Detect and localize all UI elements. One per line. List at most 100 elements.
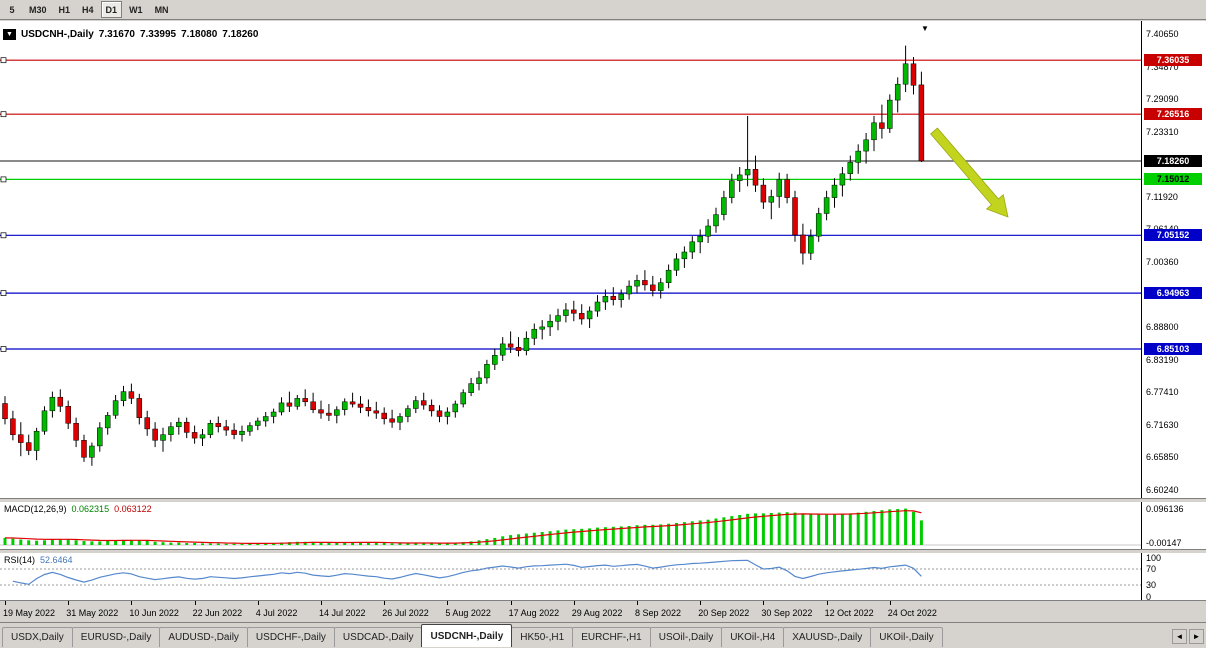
tab-scroll-right-icon[interactable]: ►: [1189, 629, 1204, 644]
date-axis-label: 24 Oct 2022: [887, 608, 937, 618]
candle-body: [365, 407, 372, 412]
candle-body: [112, 400, 119, 416]
candle-body: [452, 403, 459, 413]
date-axis-label: 26 Jul 2022: [382, 608, 429, 618]
ohlc-high: 7.33995: [139, 29, 177, 40]
candle-body: [484, 364, 490, 379]
timeframe-button-mn[interactable]: MN: [154, 4, 169, 15]
price-line-badge: 7.36035: [1144, 54, 1202, 66]
chart-tab-eurchf-h1[interactable]: EURCHF-,H1: [572, 627, 651, 647]
candle-body: [231, 429, 237, 435]
date-tick: [826, 601, 828, 605]
candle-body: [262, 416, 269, 422]
candle-body: [713, 214, 719, 227]
candle-body: [665, 269, 672, 283]
candle-body: [507, 343, 514, 348]
timeframe-button-w1[interactable]: W1: [129, 4, 143, 15]
price-scale-label: 6.83190: [1146, 355, 1179, 365]
candle-body: [247, 425, 253, 432]
candle-body: [65, 406, 71, 424]
price-line-badge: 7.26516: [1144, 108, 1202, 120]
rsi-chart[interactable]: [0, 553, 1141, 601]
candle-body: [626, 285, 632, 295]
candle-body: [270, 411, 277, 417]
panel-splitter[interactable]: [0, 499, 1206, 502]
line-handle[interactable]: [0, 346, 7, 352]
candle-body: [120, 391, 127, 401]
date-axis-label: 8 Sep 2022: [635, 608, 682, 618]
last-bar-marker-icon: ▼: [921, 24, 929, 33]
line-handle[interactable]: [0, 176, 7, 183]
tab-scroll-left-icon[interactable]: ◄: [1172, 629, 1187, 644]
chart-tab-usdchf-daily[interactable]: USDCHF-,Daily: [246, 627, 335, 647]
chart-tab-hk50-h1[interactable]: HK50-,H1: [511, 627, 574, 647]
rsi-name-label: RSI(14): [4, 555, 36, 565]
line-handle[interactable]: [0, 57, 7, 64]
timeframe-button-m30[interactable]: M30: [29, 4, 47, 15]
collapse-chart-button[interactable]: ▼: [3, 29, 16, 40]
candle-body: [902, 63, 909, 85]
candle-body: [357, 403, 364, 408]
candlestick-chart[interactable]: [0, 21, 1141, 499]
candle-body: [523, 337, 530, 351]
candle-body: [183, 421, 190, 433]
macd-signal-line: [4, 510, 922, 545]
ohlc-close: 7.18260: [222, 29, 259, 40]
candle-body: [555, 315, 561, 322]
candle-body: [729, 180, 735, 198]
date-axis-label: 19 May 2022: [3, 608, 56, 618]
timeframe-button-d1[interactable]: D1: [100, 1, 123, 18]
candle-body: [894, 83, 901, 101]
chart-tab-ukoil-h4[interactable]: UKOil-,H4: [721, 627, 785, 647]
candle-body: [73, 423, 79, 441]
candle-body: [657, 282, 664, 291]
chart-tab-audusd-daily[interactable]: AUDUSD-,Daily: [159, 627, 248, 647]
candle-body: [879, 122, 885, 129]
date-tick: [889, 601, 891, 605]
line-handle[interactable]: [0, 111, 7, 118]
timeframe-toolbar: 5 M30 H1 H4 D1 W1 MN: [0, 0, 1206, 20]
candle-body: [594, 301, 601, 312]
price-scale-label: 6.71630: [1146, 420, 1179, 430]
macd-signal-value: 0.063122: [114, 504, 152, 514]
candle-body: [610, 296, 617, 300]
candle-body: [373, 410, 380, 414]
price-line-badge: 7.15012: [1144, 173, 1202, 185]
date-tick: [637, 601, 638, 605]
candle-body: [207, 423, 214, 435]
price-scale[interactable]: 7.406507.348707.290907.233107.175307.119…: [1141, 21, 1206, 498]
chart-tab-usoil-daily[interactable]: USOil-,Daily: [649, 627, 723, 647]
timeframe-button-h1[interactable]: H1: [58, 4, 71, 15]
chart-tab-eurusd-daily[interactable]: EURUSD-,Daily: [71, 627, 161, 647]
candle-body: [436, 410, 443, 417]
candle-body: [25, 442, 32, 451]
timeframe-button-5[interactable]: 5: [9, 4, 15, 15]
candle-body: [855, 150, 861, 163]
timeframe-button-h4[interactable]: H4: [82, 4, 94, 15]
candle-body: [341, 401, 348, 410]
candle-body: [784, 179, 790, 198]
chart-tab-ukoil-daily[interactable]: UKOil-,Daily: [870, 627, 943, 647]
candle-body: [413, 400, 419, 409]
chart-tab-usdcad-daily[interactable]: USDCAD-,Daily: [333, 627, 423, 647]
panel-splitter[interactable]: [0, 550, 1206, 553]
candle-body: [10, 418, 16, 435]
chart-tab-usdcnh-daily[interactable]: USDCNH-,Daily: [421, 624, 513, 647]
candle-body: [681, 251, 688, 260]
candle-body: [326, 412, 332, 416]
candle-body: [800, 234, 806, 254]
candle-body: [744, 169, 751, 176]
chart-title: ▼ USDCNH-,Daily 7.31670 7.33995 7.18080 …: [3, 29, 258, 40]
price-scale-label: 7.00360: [1146, 257, 1179, 267]
chart-tab-usdx-daily[interactable]: USDX,Daily: [2, 627, 73, 647]
candle-body: [752, 169, 759, 186]
price-line-badge: 6.94963: [1144, 287, 1202, 299]
line-handle[interactable]: [0, 232, 7, 239]
chart-tab-xauusd-daily[interactable]: XAUUSD-,Daily: [783, 627, 872, 647]
trend-arrow-annotation[interactable]: [930, 127, 1009, 218]
line-handle[interactable]: [0, 290, 7, 296]
candle-body: [397, 416, 403, 423]
macd-chart[interactable]: [0, 502, 1141, 550]
date-tick: [763, 601, 765, 605]
date-axis[interactable]: 19 May 2022 31 May 2022 10 Jun 2022 22 Jun …: [0, 601, 1206, 623]
